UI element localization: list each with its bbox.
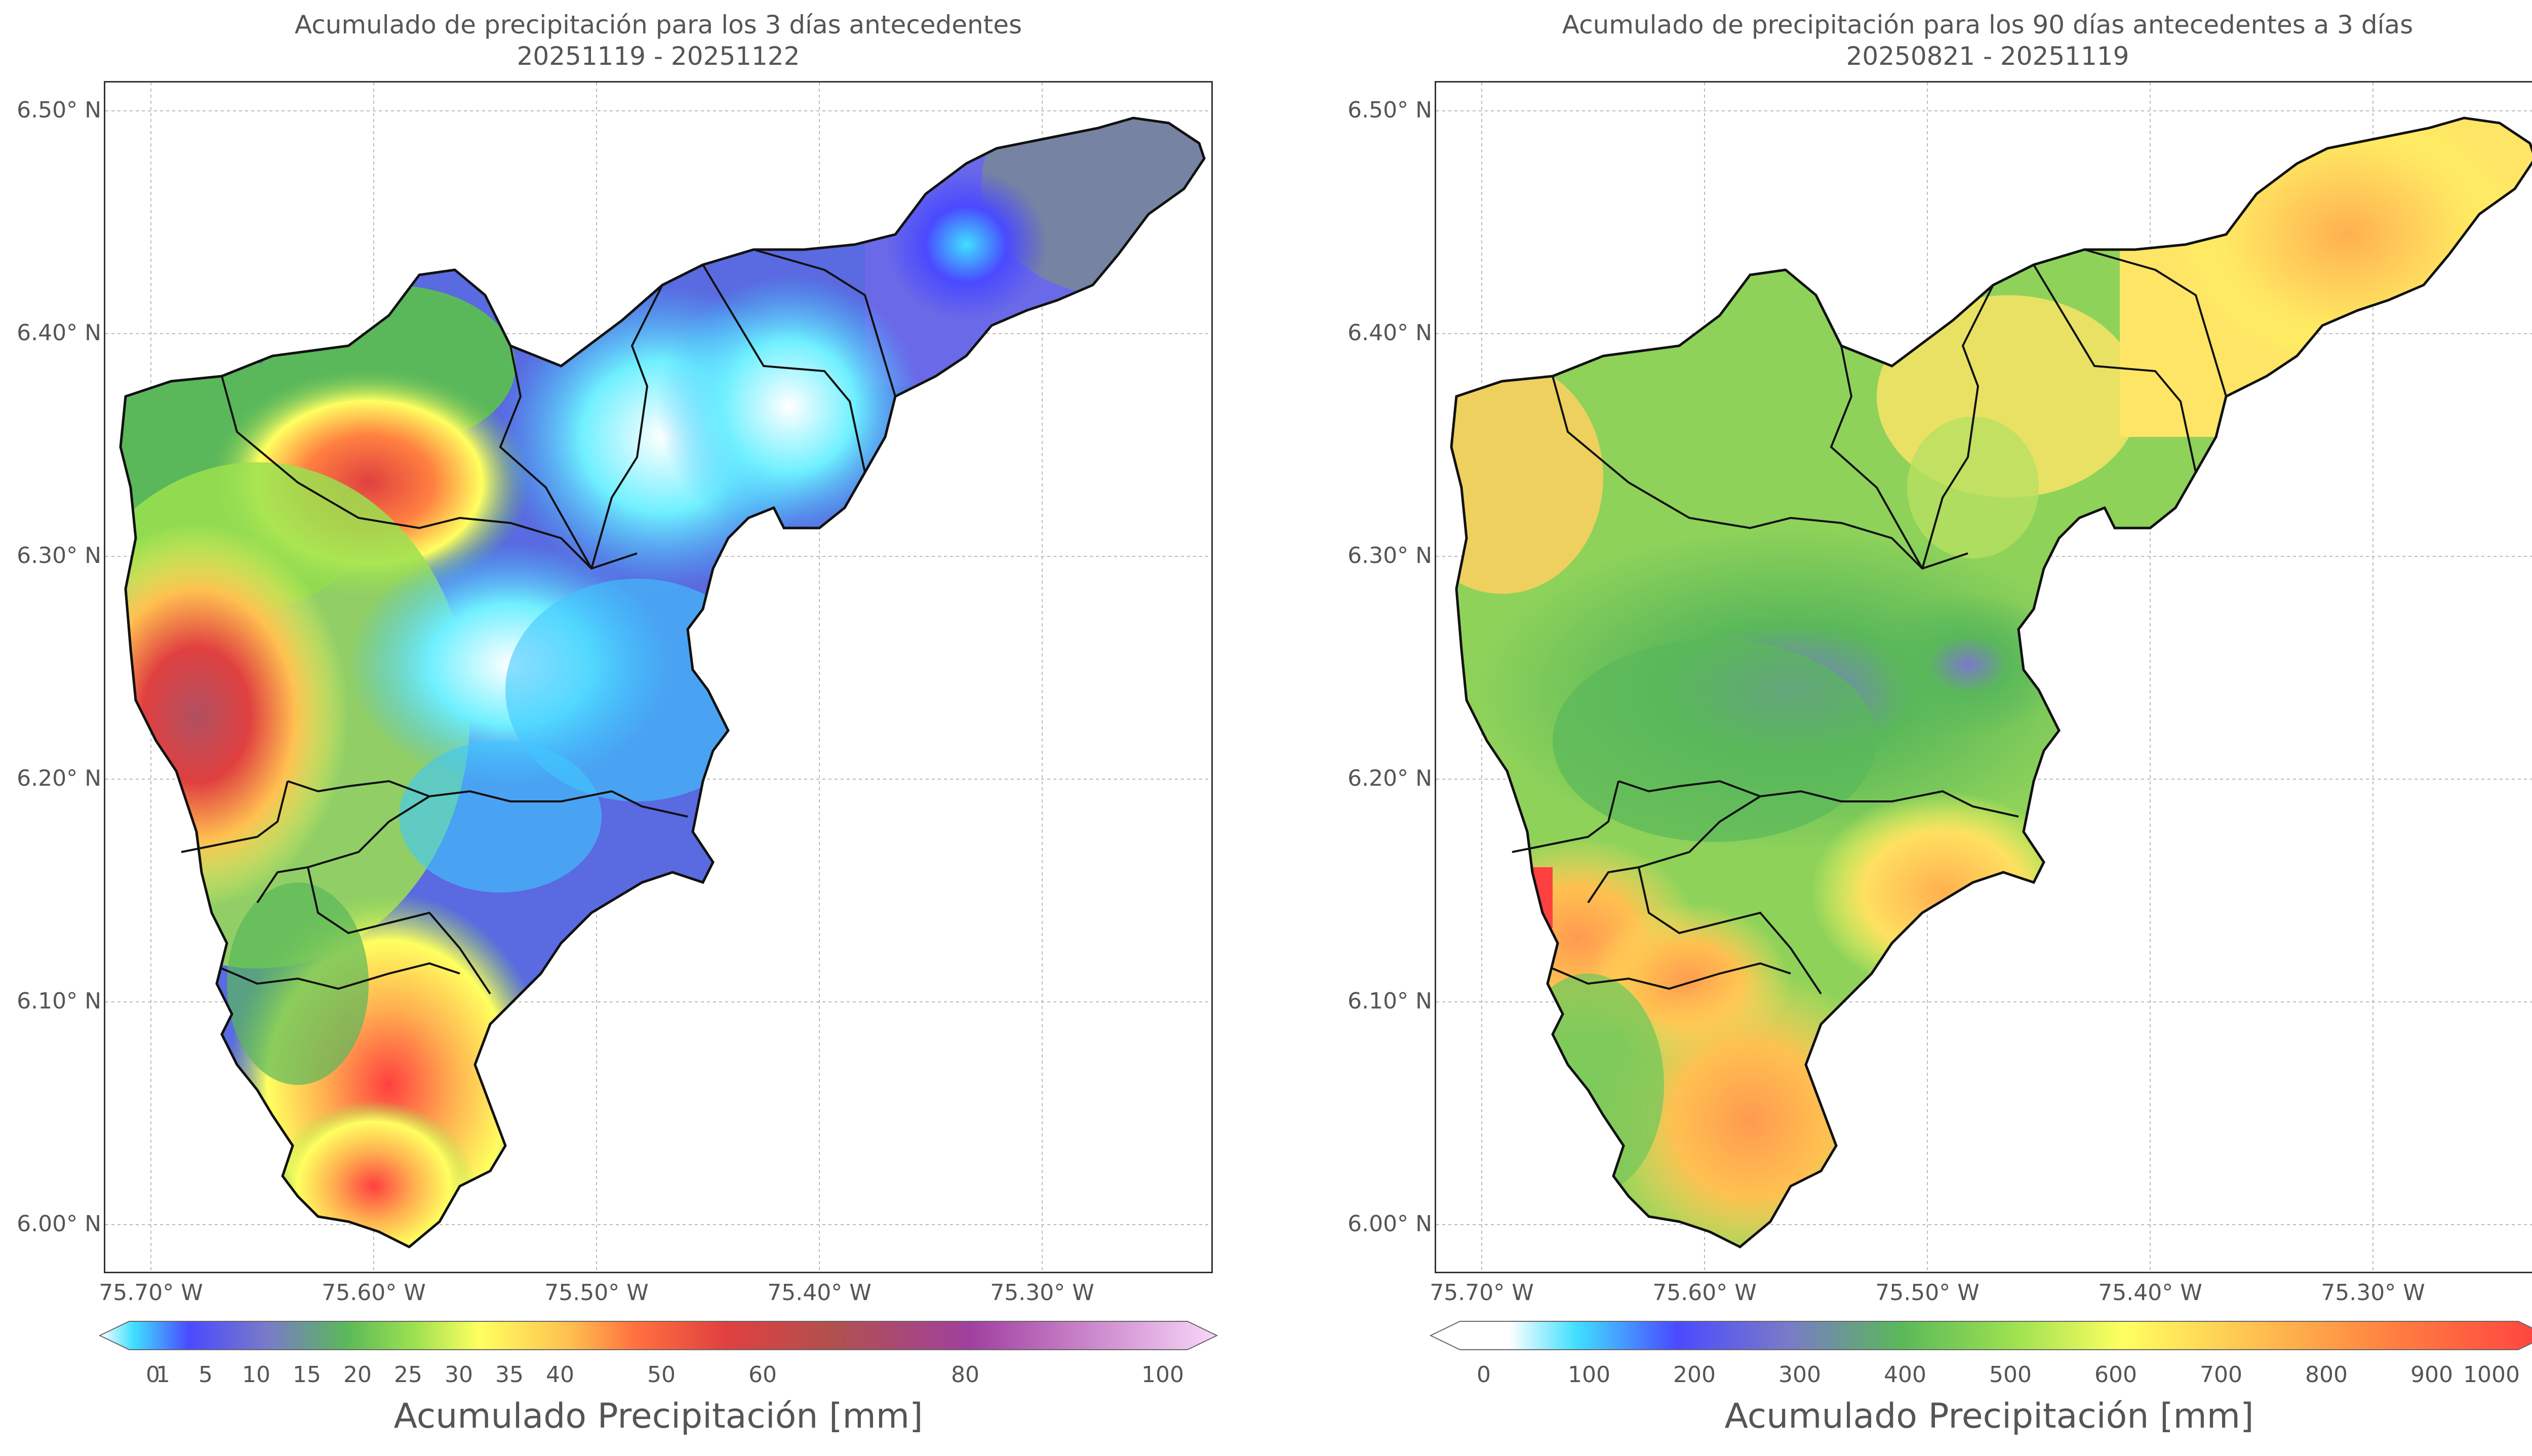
left-xtick-7550: 75.50° W <box>544 1280 649 1306</box>
right-precip-field <box>1451 118 2532 1247</box>
right-map-svg <box>1436 83 2532 1272</box>
right-cb-label-0: 0 <box>1477 1362 1491 1388</box>
right-cb-label-900: 900 <box>2410 1362 2453 1388</box>
right-xtick-7570: 75.70° W <box>1430 1280 1534 1306</box>
right-cb-label-400: 400 <box>1884 1362 1926 1388</box>
left-cb-label-50: 50 <box>647 1362 676 1388</box>
left-ytick-620: 6.20° N <box>17 765 101 791</box>
left-cb-label-30: 30 <box>445 1362 473 1388</box>
left-ytick-640: 6.40° N <box>17 320 101 346</box>
left-precip-field <box>121 118 1204 1247</box>
left-cb-label-10: 10 <box>242 1362 270 1388</box>
left-cb-label-35: 35 <box>495 1362 524 1388</box>
right-ytick-600: 6.00° N <box>1348 1211 1432 1237</box>
right-colorbar <box>1430 1321 2532 1350</box>
right-cb-label-800: 800 <box>2305 1362 2348 1388</box>
right-cb-label-600: 600 <box>2094 1362 2137 1388</box>
left-title-line1: Acumulado de precipitación para los 3 dí… <box>294 10 1022 39</box>
right-ytick-630: 6.30° N <box>1348 543 1432 569</box>
left-colorbar <box>99 1321 1218 1350</box>
left-subbasin-lines <box>181 249 896 995</box>
left-cb-label-100: 100 <box>1141 1362 1184 1388</box>
left-title-line2: 20251119 - 20251122 <box>517 42 800 71</box>
right-cb-label-200: 200 <box>1673 1362 1716 1388</box>
right-cb-label-500: 500 <box>1989 1362 2032 1388</box>
left-cb-label-40: 40 <box>546 1362 574 1388</box>
left-ytick-610: 6.10° N <box>17 988 101 1014</box>
right-ytick-650: 6.50° N <box>1348 97 1432 123</box>
right-map-frame <box>1435 81 2532 1273</box>
left-cb-label-0: 0 <box>146 1362 160 1388</box>
right-basin-outline <box>1450 116 2532 1248</box>
left-cb-label-5: 5 <box>199 1362 213 1388</box>
right-ytick-610: 6.10° N <box>1348 988 1432 1014</box>
left-map-svg <box>105 83 1211 1272</box>
left-map-title: Acumulado de precipitación para los 3 dí… <box>106 9 1210 72</box>
left-ytick-600: 6.00° N <box>17 1211 101 1237</box>
right-cb-label-1000: 1000 <box>2463 1362 2520 1388</box>
left-cb-label-20: 20 <box>343 1362 372 1388</box>
left-cb-label-80: 80 <box>951 1362 979 1388</box>
right-map-title: Acumulado de precipitación para los 90 d… <box>1436 9 2532 72</box>
right-ytick-620: 6.20° N <box>1348 765 1432 791</box>
right-cb-label-300: 300 <box>1778 1362 1821 1388</box>
left-xtick-7560: 75.60° W <box>322 1280 426 1306</box>
right-cb-label-700: 700 <box>2200 1362 2242 1388</box>
left-map-frame <box>104 81 1213 1273</box>
left-basin-outline <box>119 116 1206 1248</box>
right-subbasin-lines <box>1512 249 2227 995</box>
right-xtick-7560: 75.60° W <box>1652 1280 1757 1306</box>
left-xtick-7540: 75.40° W <box>767 1280 872 1306</box>
left-xtick-7530: 75.30° W <box>990 1280 1094 1306</box>
right-xtick-7540: 75.40° W <box>2098 1280 2202 1306</box>
left-xtick-7570: 75.70° W <box>99 1280 203 1306</box>
right-ytick-640: 6.40° N <box>1348 320 1432 346</box>
right-title-line1: Acumulado de precipitación para los 90 d… <box>1562 10 2414 39</box>
right-title-line2: 20250821 - 20251119 <box>1846 42 2129 71</box>
right-xtick-7550: 75.50° W <box>1875 1280 1980 1306</box>
left-cb-label-60: 60 <box>748 1362 777 1388</box>
left-colorbar-title: Acumulado Precipitación [mm] <box>393 1396 923 1436</box>
right-cb-label-100: 100 <box>1568 1362 1610 1388</box>
left-cb-label-1: 1 <box>156 1362 170 1388</box>
right-xtick-7530: 75.30° W <box>2321 1280 2425 1306</box>
right-colorbar-title: Acumulado Precipitación [mm] <box>1724 1396 2254 1436</box>
left-cb-label-25: 25 <box>394 1362 422 1388</box>
left-cb-label-15: 15 <box>293 1362 321 1388</box>
left-ytick-650: 6.50° N <box>17 97 101 123</box>
left-ytick-630: 6.30° N <box>17 543 101 569</box>
